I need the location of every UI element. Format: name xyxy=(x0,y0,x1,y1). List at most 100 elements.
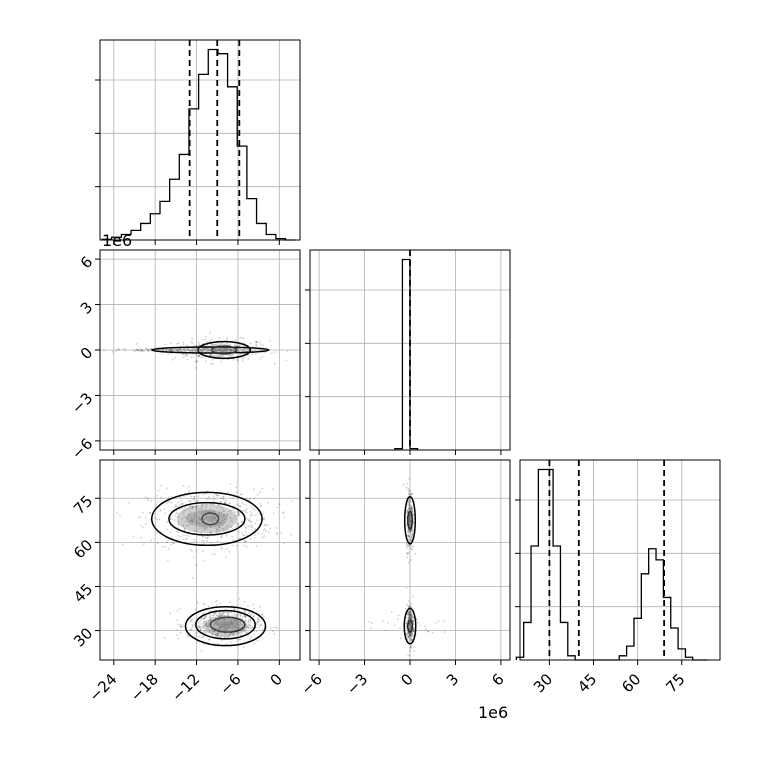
sample-point xyxy=(231,544,234,547)
sample-point xyxy=(217,622,220,625)
sample-point xyxy=(409,521,412,523)
sample-point xyxy=(221,639,223,642)
sample-point xyxy=(258,626,261,629)
sample-point xyxy=(237,632,240,635)
sample-point xyxy=(180,626,183,629)
sample-point xyxy=(133,349,135,352)
sample-point xyxy=(237,619,239,622)
sample-point xyxy=(135,348,138,351)
sample-point xyxy=(423,625,426,628)
sample-point xyxy=(236,358,239,361)
sample-point xyxy=(245,546,248,548)
sample-point xyxy=(141,349,143,352)
panel-param2-vs-param3: −6 −3 0 3 6 xyxy=(298,459,511,698)
sample-point xyxy=(169,517,172,520)
sample-point xyxy=(224,499,227,502)
sample-point xyxy=(236,615,239,618)
sample-point xyxy=(183,528,186,531)
sample-point xyxy=(412,620,415,623)
sample-point xyxy=(212,520,214,522)
sample-point xyxy=(229,354,232,356)
sample-point xyxy=(192,506,194,509)
sample-point xyxy=(198,518,201,521)
sample-point xyxy=(411,595,414,598)
sample-point xyxy=(249,621,252,624)
sample-point xyxy=(406,603,409,606)
sample-point xyxy=(262,529,265,532)
sample-point xyxy=(217,504,220,507)
sample-point xyxy=(139,350,142,353)
sample-point xyxy=(409,646,412,649)
sample-point xyxy=(189,500,192,503)
sample-point xyxy=(215,614,218,617)
sample-point xyxy=(261,536,264,539)
sample-point xyxy=(232,634,235,637)
histogram-steps xyxy=(515,468,708,661)
sample-point xyxy=(222,519,224,522)
sample-point xyxy=(203,528,206,531)
sample-point xyxy=(233,619,236,622)
sample-point xyxy=(203,617,205,620)
sample-point xyxy=(185,534,188,537)
sample-point xyxy=(223,623,225,626)
sample-point xyxy=(239,505,242,508)
sample-point xyxy=(146,499,149,502)
sample-point xyxy=(407,508,410,510)
sample-point xyxy=(206,498,208,501)
sample-point xyxy=(222,510,225,512)
sample-point xyxy=(409,617,411,620)
sample-point xyxy=(221,519,223,521)
sample-point xyxy=(408,503,411,505)
sample-point xyxy=(242,509,245,512)
sample-point xyxy=(211,516,214,519)
sample-point xyxy=(233,612,235,615)
sample-point xyxy=(205,630,207,633)
sample-point xyxy=(409,621,411,624)
sample-point xyxy=(226,622,229,625)
sample-point xyxy=(241,616,244,619)
sample-point xyxy=(411,529,414,531)
sample-point xyxy=(237,621,240,624)
sample-point xyxy=(230,519,233,522)
sample-point xyxy=(247,358,250,361)
sample-point xyxy=(223,615,226,618)
sample-point xyxy=(202,622,205,625)
sample-point xyxy=(213,624,216,626)
sample-point xyxy=(215,519,218,521)
sample-point xyxy=(179,347,182,350)
sample-point xyxy=(203,630,206,633)
sample-point xyxy=(405,543,408,546)
sample-point xyxy=(408,605,411,607)
sample-point xyxy=(231,349,233,351)
sample-point xyxy=(427,630,430,633)
sample-point xyxy=(190,341,193,343)
sample-point xyxy=(223,629,226,632)
sample-point xyxy=(410,613,413,616)
sample-point xyxy=(241,349,244,351)
sample-point xyxy=(165,541,168,544)
sample-point xyxy=(194,367,197,369)
sample-point xyxy=(239,348,242,350)
sample-point xyxy=(237,512,240,515)
sample-point xyxy=(264,524,267,527)
sample-point xyxy=(209,618,212,621)
sample-point xyxy=(226,514,229,516)
sample-point xyxy=(230,611,232,614)
sample-point xyxy=(182,343,185,346)
sample-point xyxy=(202,550,204,552)
sample-point xyxy=(261,614,263,617)
sample-point xyxy=(204,517,207,519)
sample-point xyxy=(234,619,237,622)
sample-point xyxy=(223,618,226,621)
sample-point xyxy=(408,524,411,527)
sample-point xyxy=(244,631,247,633)
sample-point xyxy=(256,493,259,496)
sample-point xyxy=(245,507,248,510)
sample-point xyxy=(249,624,252,627)
sample-point xyxy=(232,623,235,626)
sample-point xyxy=(185,349,187,352)
sample-point xyxy=(219,615,221,617)
sample-point xyxy=(204,516,207,519)
sample-point xyxy=(220,626,223,629)
sample-point xyxy=(204,335,207,338)
